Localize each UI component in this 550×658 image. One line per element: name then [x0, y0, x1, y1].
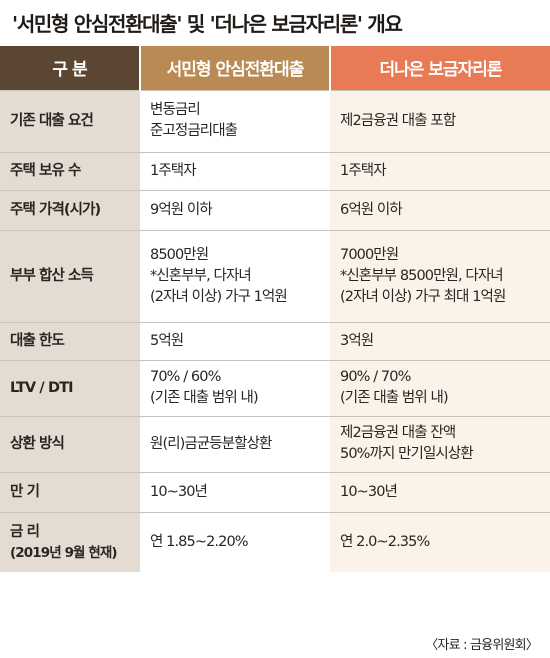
row-label-text: 주택 보유 수 [10, 162, 81, 179]
table-row: 금 리 (2019년 9월 현재) 연 1.85~2.20% 연 2.0~2.35% [0, 511, 550, 572]
row-label-text: 상환 방식 [10, 435, 65, 452]
table-row: 만 기 10~30년 10~30년 [0, 471, 550, 512]
cell-text-line: 50%까지 만기일시상환 [340, 446, 474, 462]
header-category: 구 분 [0, 46, 141, 90]
cell-text-line: 70% / 60% [150, 369, 221, 385]
cell-product2: 6억원 이하 [330, 189, 550, 230]
cell-text-line: 90% / 70% [340, 369, 411, 385]
cell-text-line: 연 1.85~2.20% [150, 533, 249, 550]
cell-text-line: 5억원 [150, 332, 184, 349]
cell-text-line: (기존 대출 범위 내) [340, 390, 449, 406]
cell-product1: 9억원 이하 [140, 189, 330, 230]
row-label: 만 기 [0, 471, 140, 512]
cell-text-line: 7000만원 [340, 246, 399, 263]
cell-text-line: 3억원 [340, 332, 374, 349]
row-label: 기존 대출 요건 [0, 89, 140, 152]
cell-product1: 10~30년 [140, 471, 330, 512]
cell-text-line: *신혼부부 8500만원, 다자녀 [340, 267, 504, 284]
table-row: LTV / DTI 70% / 60% (기존 대출 범위 내) 90% / 70% (… [0, 359, 550, 416]
cell-product1: 8500만원 *신혼부부, 다자녀 (2자녀 이상) 가구 1억원 [140, 229, 330, 322]
cell-product1: 원(리)금균등분할상환 [140, 415, 330, 472]
table-row: 상환 방식 원(리)금균등분할상환 제2금융권 대출 잔액 50%까지 만기일시상환 [0, 415, 550, 472]
row-label-text: 부부 합산 소득 [10, 267, 94, 284]
row-label-text: 만 기 [10, 483, 40, 500]
cell-text-line: 연 2.0~2.35% [340, 533, 430, 550]
cell-product1: 70% / 60% (기존 대출 범위 내) [140, 359, 330, 416]
row-label: 상환 방식 [0, 415, 140, 472]
row-label: 부부 합산 소득 [0, 229, 140, 322]
cell-text-line: 9억원 이하 [150, 201, 213, 218]
cell-text-line: (2자녀 이상) 가구 1억원 [150, 288, 288, 305]
cell-product2: 제2금융권 대출 포함 [330, 89, 550, 152]
table-row: 부부 합산 소득 8500만원 *신혼부부, 다자녀 (2자녀 이상) 가구 1억원 7… [0, 229, 550, 322]
cell-product1: 연 1.85~2.20% [140, 511, 330, 572]
row-label-text: LTV / DTI [10, 379, 73, 396]
source-note: 〈자료 : 금융위원회〉 [425, 638, 539, 653]
cell-text-line: 원(리)금균등분할상환 [150, 435, 272, 452]
row-label-text: 금 리 [10, 523, 40, 540]
cell-product2: 제2금융권 대출 잔액 50%까지 만기일시상환 [330, 415, 550, 472]
cell-product2: 7000만원 *신혼부부 8500만원, 다자녀 (2자녀 이상) 가구 최대 1억… [330, 229, 550, 322]
cell-text-line: 8500만원 [150, 246, 209, 263]
cell-text-line: 1주택자 [340, 162, 387, 179]
cell-product1: 1주택자 [140, 151, 330, 190]
cell-product2: 1주택자 [330, 151, 550, 190]
table-row: 대출 한도 5억원 3억원 [0, 321, 550, 360]
cell-text-line: (2자녀 이상) 가구 최대 1억원 [340, 288, 506, 305]
cell-text-line: 10~30년 [340, 483, 398, 500]
cell-product2: 10~30년 [330, 471, 550, 512]
cell-product1: 5억원 [140, 321, 330, 360]
row-label-text: 주택 가격(시가) [10, 201, 101, 218]
table-header-row: 구 분 서민형 안심전환대출 더나은 보금자리론 [0, 46, 550, 90]
cell-product2: 연 2.0~2.35% [330, 511, 550, 572]
cell-text-line: 제2금융권 대출 잔액 [340, 425, 456, 441]
cell-product2: 3억원 [330, 321, 550, 360]
page-title: '서민형 안심전환대출' 및 '더나은 보금자리론' 개요 [12, 12, 403, 36]
row-label: 금 리 (2019년 9월 현재) [0, 511, 140, 572]
header-product1: 서민형 안심전환대출 [140, 46, 331, 90]
cell-text-line: *신혼부부, 다자녀 [150, 267, 252, 284]
row-label: LTV / DTI [0, 359, 140, 416]
row-label-text: 기존 대출 요건 [10, 112, 94, 129]
cell-text-line: 준고정금리대출 [150, 123, 238, 139]
header-product2: 더나은 보금자리론 [330, 46, 550, 90]
cell-product2: 90% / 70% (기존 대출 범위 내) [330, 359, 550, 416]
table-row: 주택 가격(시가) 9억원 이하 6억원 이하 [0, 189, 550, 230]
cell-text-line: 1주택자 [150, 162, 197, 179]
table-row: 주택 보유 수 1주택자 1주택자 [0, 151, 550, 190]
row-label: 주택 보유 수 [0, 151, 140, 190]
cell-text-line: (기존 대출 범위 내) [150, 390, 259, 406]
cell-text-line: 10~30년 [150, 483, 208, 500]
row-label-subtext: (2019년 9월 현재) [10, 544, 118, 561]
cell-text-line: 6억원 이하 [340, 201, 403, 218]
row-label-text: 대출 한도 [10, 332, 65, 349]
cell-text-line: 변동금리 [150, 102, 201, 118]
row-label: 주택 가격(시가) [0, 189, 140, 230]
row-label: 대출 한도 [0, 321, 140, 360]
cell-text-line: 제2금융권 대출 포함 [340, 112, 456, 129]
